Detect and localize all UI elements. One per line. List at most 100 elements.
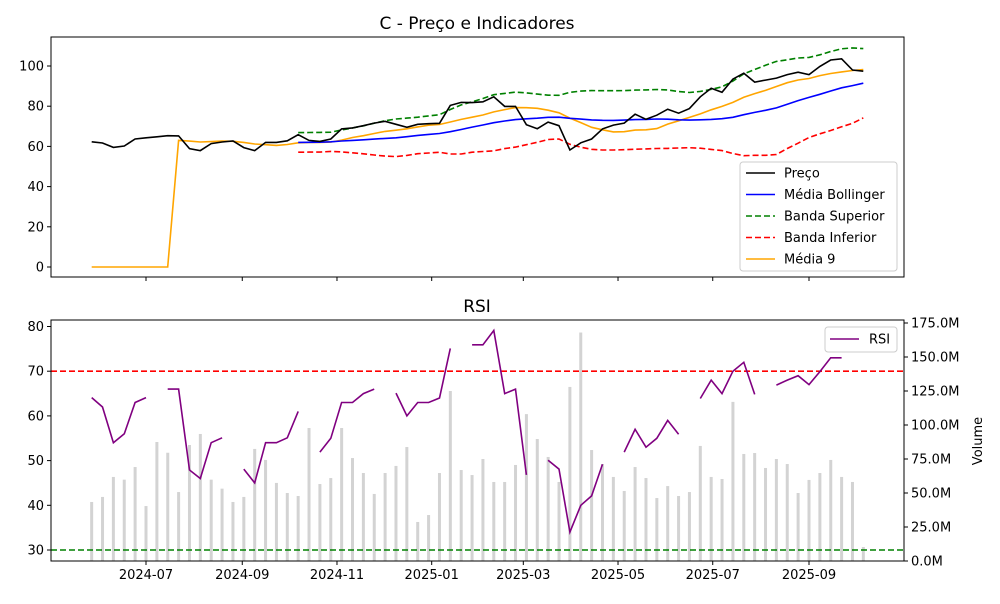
volume-bar [481, 459, 485, 561]
volume-bar [590, 450, 594, 561]
volume-tick-label: 0.0M [911, 555, 943, 570]
volume-bar [448, 391, 452, 561]
volume-bar [361, 473, 365, 561]
volume-axis-label: Volume [971, 417, 986, 465]
rsi-axes-frame [50, 319, 905, 562]
volume-bar [764, 467, 768, 561]
price-chart-title: C - Preço e Indicadores [379, 14, 574, 34]
volume-bar [351, 458, 355, 561]
volume-bar [579, 332, 583, 561]
rsi-line [91, 328, 842, 535]
x-tick-label: 2025-03 [496, 568, 550, 583]
volume-bar [437, 473, 441, 561]
volume-bar [427, 515, 431, 561]
volume-tick-label: 125.0M [911, 385, 959, 400]
volume-bar [796, 493, 800, 561]
x-tick-label: 2024-07 [119, 568, 173, 583]
volume-bar [677, 495, 681, 561]
volume-bar [557, 481, 561, 561]
legend-box [824, 326, 898, 353]
volume-bar [329, 478, 333, 561]
volume-bar [644, 478, 648, 561]
volume-bar [720, 478, 724, 561]
volume-bar [405, 447, 409, 561]
rsi-tick-label: 80 [27, 320, 44, 335]
volume-bar [524, 414, 528, 561]
volume-bar [383, 473, 387, 561]
volume-bar [731, 401, 735, 561]
volume-bar [709, 476, 713, 561]
legend-label: Banda Superior [784, 210, 885, 225]
volume-bar [198, 433, 202, 561]
volume-bar [340, 427, 344, 561]
volume-bar [187, 444, 191, 561]
volume-bar [296, 495, 300, 561]
volume-bar [611, 476, 615, 561]
volume-bar [459, 470, 463, 561]
rsi-tick-label: 50 [27, 454, 44, 469]
legend-label: Média 9 [784, 253, 835, 268]
volume-bar [774, 459, 778, 561]
volume-bar [742, 453, 746, 561]
y-tick-label: 100 [19, 60, 44, 75]
series-ma9-line [91, 68, 864, 268]
volume-bar [90, 501, 94, 561]
rsi-chart-title: RSI [463, 297, 491, 317]
x-tick-label: 2024-11 [310, 568, 364, 583]
volume-bar [818, 473, 822, 561]
volume-bar [177, 492, 181, 561]
volume-tick-label: 150.0M [911, 351, 959, 366]
volume-bar [416, 521, 420, 561]
x-tick-label: 2025-05 [591, 568, 645, 583]
volume-bar [807, 479, 811, 561]
volume-bar [274, 482, 278, 561]
volume-bar [285, 493, 289, 561]
x-tick-label: 2025-07 [686, 568, 740, 583]
rsi-chart: 2024-07 2024-09 2024-11 2025-01 2025-03 2025-… [27, 317, 986, 584]
volume-bar [307, 427, 311, 561]
volume-tick-label: 100.0M [911, 419, 959, 434]
volume-tick-label: 75.0M [911, 453, 951, 468]
volume-bar [655, 498, 659, 561]
legend-label: RSI [869, 333, 890, 348]
rsi-tick-label: 30 [27, 544, 44, 559]
volume-tick-label: 25.0M [911, 521, 951, 536]
volume-bar [698, 445, 702, 561]
volume-bar [753, 453, 757, 561]
volume-bar [492, 481, 496, 561]
series-bb-up-line [298, 47, 864, 134]
volume-bar [242, 496, 246, 561]
volume-bar [122, 479, 126, 561]
price-legend: Preço Média Bollinger Banda Superior Banda … [739, 161, 898, 272]
series-bb-low-line [298, 117, 864, 158]
x-tick-label: 2025-09 [782, 568, 836, 583]
volume-bar [111, 476, 115, 561]
volume-bar [840, 476, 844, 561]
volume-bar [861, 546, 865, 561]
y-tick-label: 40 [27, 180, 44, 195]
x-tick-label: 2025-01 [405, 568, 459, 583]
series-price-line [91, 57, 864, 152]
volume-bar [622, 490, 626, 561]
volume-bar [666, 486, 670, 561]
volume-bar [687, 492, 691, 561]
volume-bar [850, 481, 854, 561]
volume-bar [470, 475, 474, 561]
price-axes-frame [50, 36, 905, 278]
volume-bar [829, 459, 833, 561]
y-tick-label: 20 [27, 220, 44, 235]
rsi-legend: RSI [824, 326, 898, 353]
volume-bar [133, 467, 137, 561]
y-tick-label: 80 [27, 100, 44, 115]
x-tick-label: 2024-09 [215, 568, 269, 583]
volume-bar [220, 488, 224, 561]
volume-bar [144, 506, 148, 561]
volume-tick-label: 175.0M [911, 317, 959, 332]
series-bb-mid-line [298, 82, 864, 144]
volume-bar [600, 464, 604, 561]
volume-bar [101, 496, 105, 561]
volume-bar [264, 459, 268, 561]
volume-bar [394, 465, 398, 561]
volume-bar [535, 439, 539, 561]
